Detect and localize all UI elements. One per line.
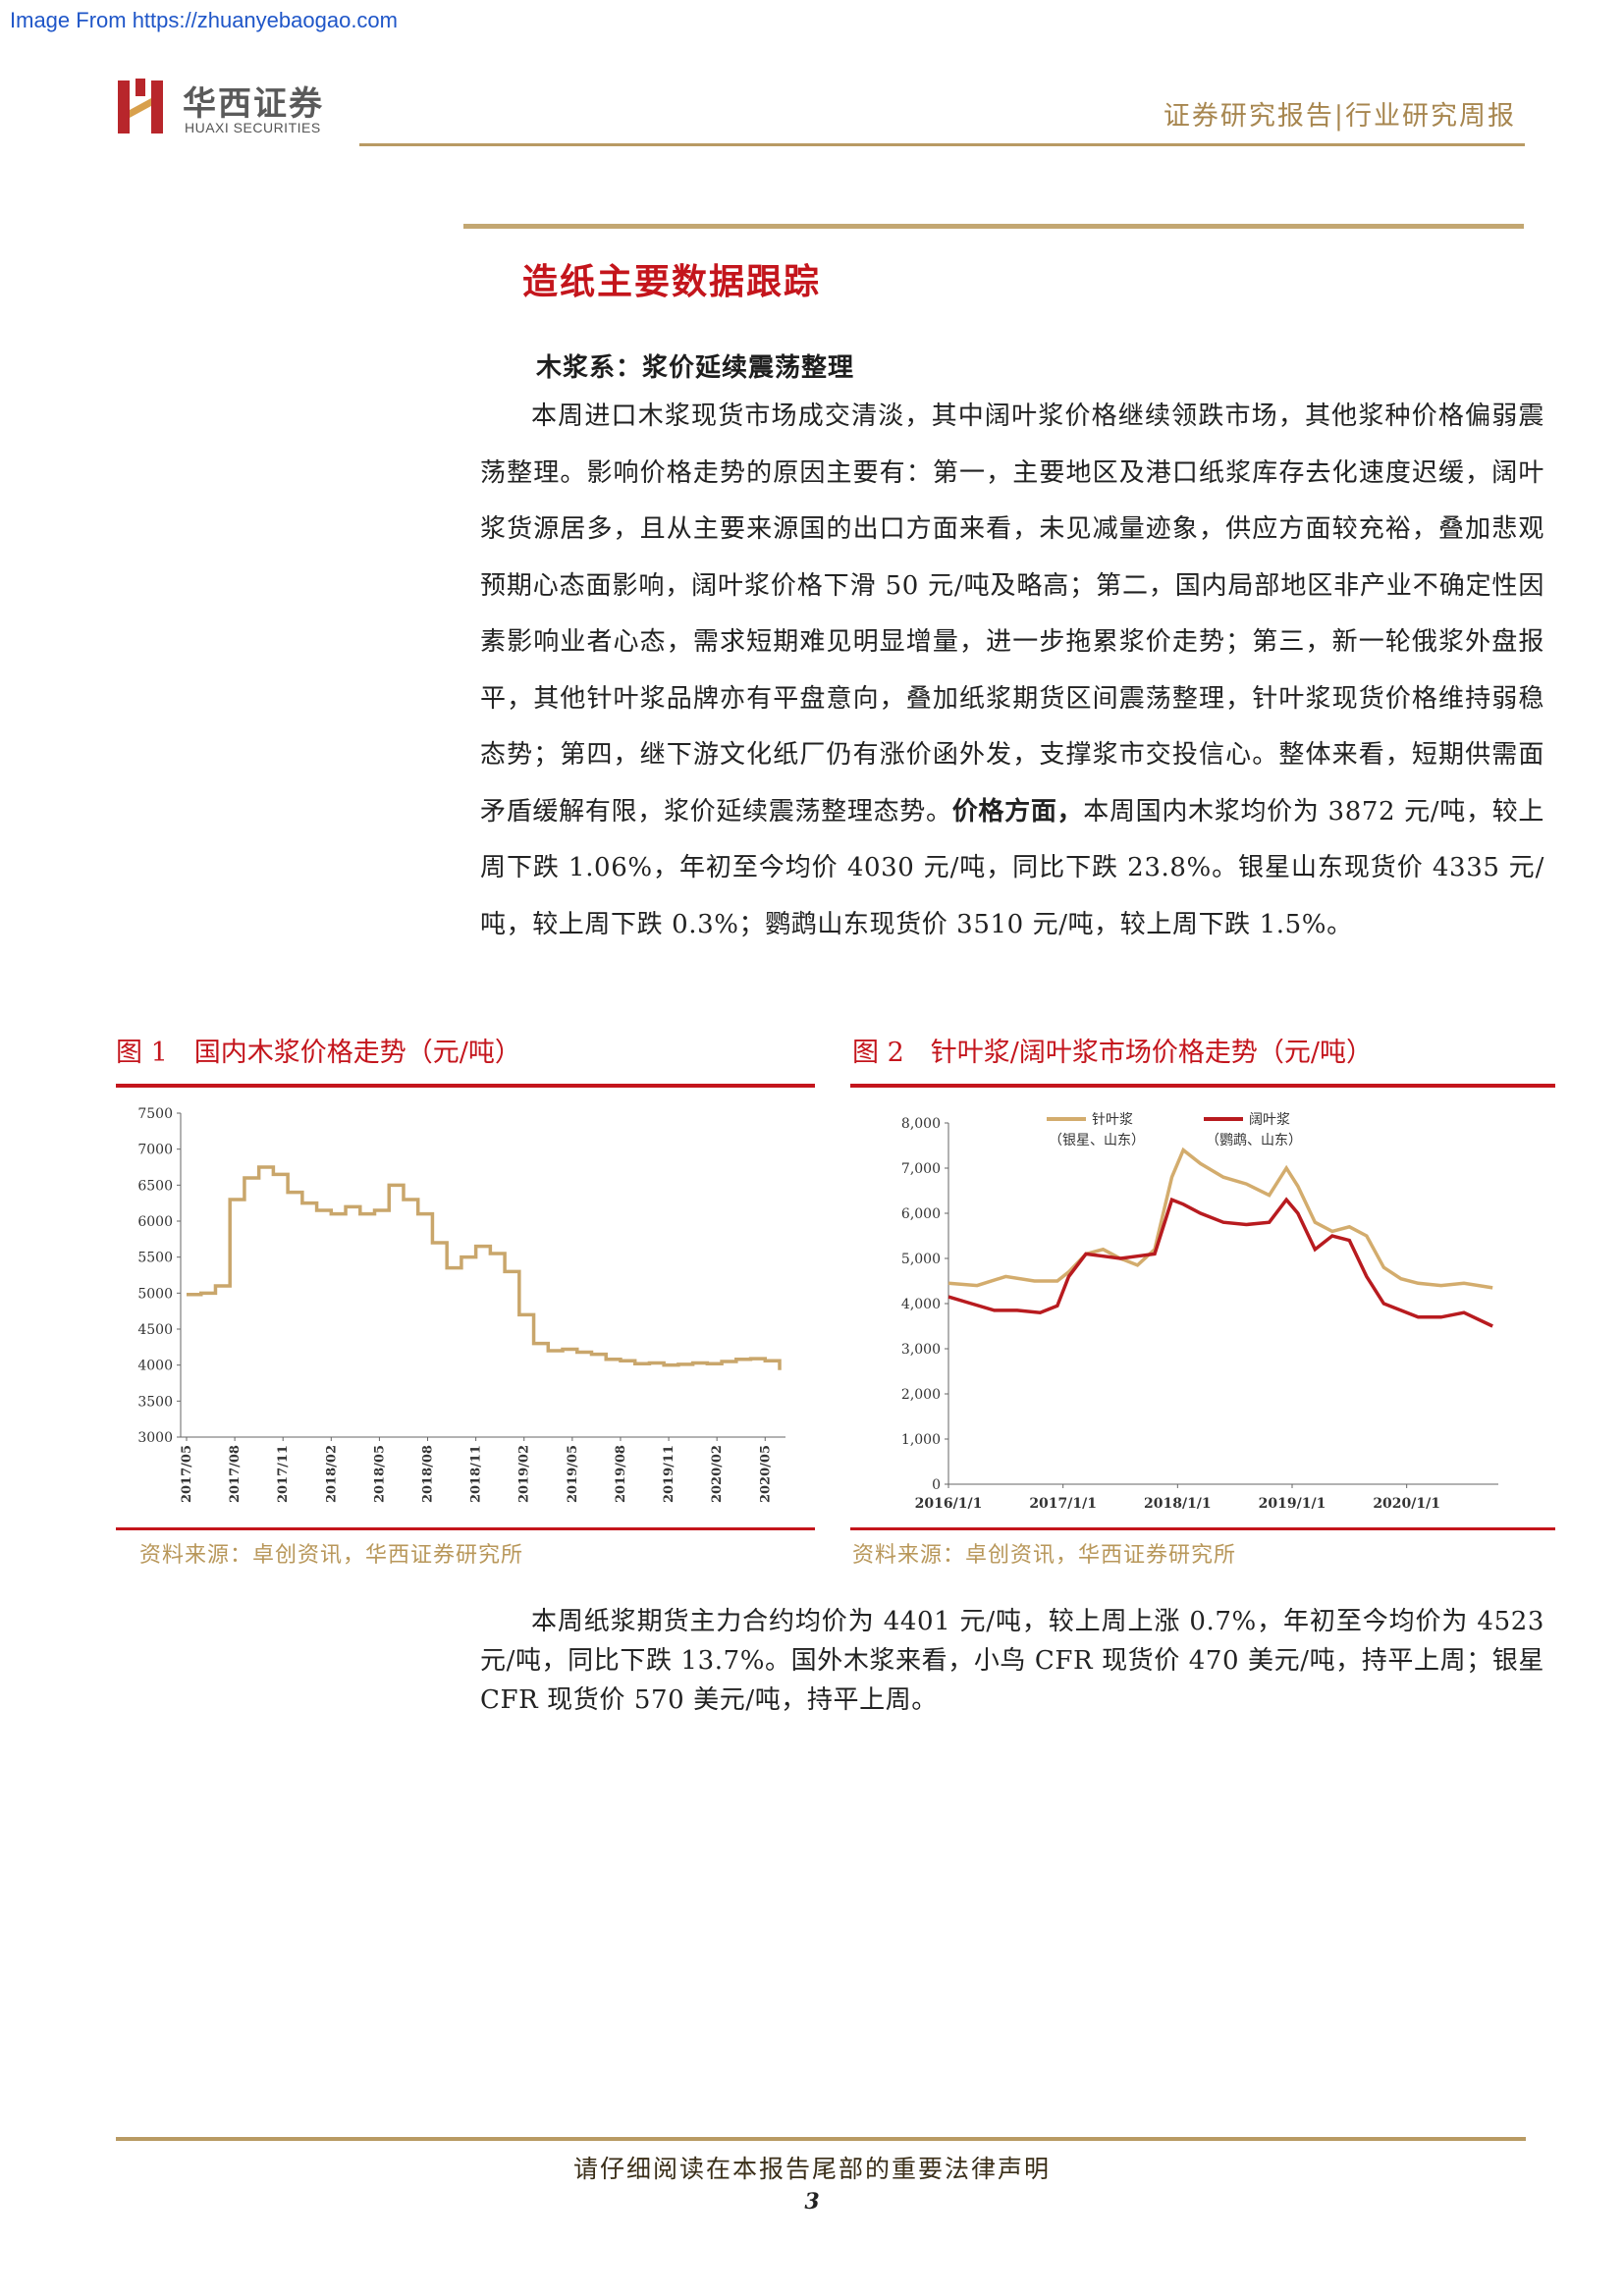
para1-text: 本周进口木浆现货市场成交清淡，其中阔叶浆价格继续领跌市场，其他浆种价格偏弱震荡整… bbox=[480, 401, 1544, 827]
y-tick-label: 3,000 bbox=[901, 1342, 941, 1358]
figure-1-bottom-rule bbox=[116, 1527, 815, 1530]
x-tick-label: 2019/05 bbox=[566, 1445, 580, 1503]
legend-label-2: 阔叶浆 bbox=[1249, 1112, 1290, 1128]
y-tick-label: 8,000 bbox=[901, 1116, 941, 1132]
y-tick-label: 6500 bbox=[137, 1178, 173, 1194]
x-tick-label: 2018/11 bbox=[469, 1445, 484, 1503]
y-tick-label: 0 bbox=[932, 1477, 941, 1493]
y-tick-label: 4,000 bbox=[901, 1297, 941, 1312]
x-tick-label: 2018/1/1 bbox=[1144, 1496, 1212, 1512]
section-title: 造纸主要数据跟踪 bbox=[522, 261, 822, 302]
figure-2-title: 图 2 针叶浆/阔叶浆市场价格走势（元/吨） bbox=[852, 1038, 1373, 1068]
x-tick-label: 2018/05 bbox=[372, 1445, 387, 1503]
x-tick-label: 2020/1/1 bbox=[1373, 1496, 1440, 1512]
y-tick-label: 3500 bbox=[137, 1394, 173, 1410]
legend-sub-2: （鹦鹉、山东） bbox=[1206, 1133, 1302, 1148]
figure-2-bottom-rule bbox=[850, 1527, 1555, 1530]
body-paragraph-2: 本周纸浆期货主力合约均价为 4401 元/吨，较上周上涨 0.7%，年初至今均价… bbox=[480, 1607, 1544, 1715]
x-tick-label: 2017/05 bbox=[180, 1445, 194, 1503]
y-tick-label: 7,000 bbox=[901, 1161, 941, 1177]
page-number: 3 bbox=[804, 2189, 820, 2215]
figure-1-chart: 7500 7000 6500 6000 5500 5000 4500 4000 3500 3000… bbox=[137, 1106, 785, 1503]
x-tick-label: 2016/1/1 bbox=[915, 1496, 983, 1512]
y-tick-label: 1,000 bbox=[901, 1432, 941, 1448]
figure-1-top-rule bbox=[116, 1084, 815, 1088]
x-tick-label: 2017/08 bbox=[228, 1445, 243, 1503]
y-tick-label: 6,000 bbox=[901, 1206, 941, 1222]
y-tick-label: 7000 bbox=[137, 1143, 173, 1158]
para1-price-text: 本周国内木浆均价为 3872 元/吨，较上周下跌 1.06%，年初至今均价 40… bbox=[480, 796, 1544, 939]
y-tick-label: 6000 bbox=[137, 1214, 173, 1230]
x-tick-label: 2019/08 bbox=[614, 1445, 628, 1503]
huaxi-logo-icon bbox=[116, 77, 167, 135]
y-tick-label: 7500 bbox=[137, 1106, 173, 1122]
y-tick-label: 3000 bbox=[137, 1430, 173, 1446]
logo-chinese-name: 华西证券 bbox=[183, 84, 324, 124]
x-tick-label: 2017/1/1 bbox=[1029, 1496, 1097, 1512]
pulp-price-line bbox=[187, 1165, 782, 1370]
series-line-1 bbox=[947, 1147, 1493, 1290]
footer-divider bbox=[116, 2137, 1526, 2141]
x-tick-label: 2020/02 bbox=[710, 1445, 725, 1503]
y-tick-label: 5000 bbox=[137, 1286, 173, 1302]
x-tick-label: 2018/08 bbox=[421, 1445, 436, 1503]
logo-english-name: HUAXI SECURITIES bbox=[185, 120, 321, 135]
x-tick-label: 2019/11 bbox=[662, 1445, 677, 1503]
y-tick-label: 4500 bbox=[137, 1322, 173, 1338]
legal-notice: 请仔细阅读在本报告尾部的重要法律声明 bbox=[572, 2155, 1051, 2183]
x-tick-label: 2017/11 bbox=[276, 1445, 291, 1503]
figure-1-title: 图 1 国内木浆价格走势（元/吨） bbox=[116, 1038, 521, 1068]
figure-1-source: 资料来源：卓创资讯，华西证券研究所 bbox=[139, 1543, 524, 1568]
section-divider bbox=[463, 224, 1524, 229]
figure-2-top-rule bbox=[850, 1084, 1555, 1088]
y-tick-label: 5500 bbox=[137, 1251, 173, 1266]
x-tick-label: 2020/05 bbox=[758, 1445, 773, 1503]
section-subtitle: 木浆系：浆价延续震荡整理 bbox=[536, 353, 855, 383]
x-tick-label: 2018/02 bbox=[324, 1445, 339, 1503]
body-paragraph-1: 本周进口木浆现货市场成交清淡，其中阔叶浆价格继续领跌市场，其他浆种价格偏弱震荡整… bbox=[480, 389, 1544, 953]
series-line-2 bbox=[947, 1197, 1493, 1328]
y-tick-label: 5,000 bbox=[901, 1252, 941, 1267]
watermark-text: Image From https://zhuanyebaogao.com bbox=[10, 8, 398, 32]
legend-sub-1: （银星、山东） bbox=[1049, 1133, 1145, 1148]
report-type-label: 证券研究报告|行业研究周报 bbox=[1163, 101, 1516, 132]
para1-bold-lead: 价格方面， bbox=[951, 796, 1084, 827]
x-tick-label: 2019/1/1 bbox=[1259, 1496, 1326, 1512]
header-divider bbox=[359, 143, 1525, 146]
legend-label-1: 针叶浆 bbox=[1092, 1112, 1133, 1128]
y-tick-label: 4000 bbox=[137, 1359, 173, 1374]
y-tick-label: 2,000 bbox=[901, 1387, 941, 1403]
figure-2-source: 资料来源：卓创资讯，华西证券研究所 bbox=[852, 1543, 1237, 1568]
x-tick-label: 2019/02 bbox=[517, 1445, 532, 1503]
figure-2-chart: 8,000 7,000 6,000 5,000 4,000 3,000 2,000 1,000… bbox=[901, 1112, 1498, 1512]
